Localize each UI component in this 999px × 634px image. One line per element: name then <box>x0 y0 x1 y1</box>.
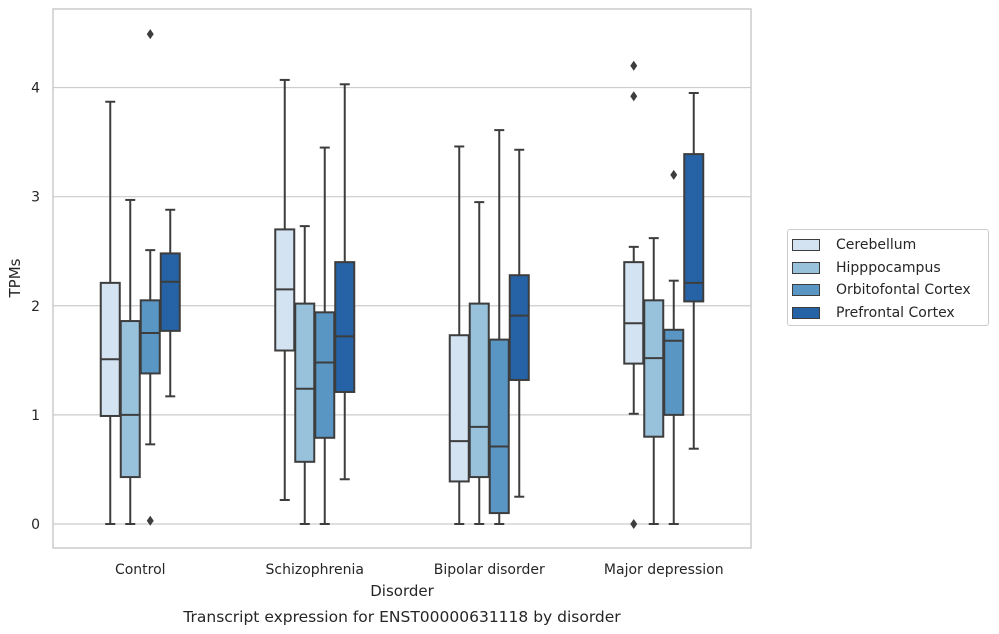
outlier-point <box>630 518 638 529</box>
legend-label: Orbitofontal Cortex <box>836 282 971 299</box>
box-iqr <box>294 302 316 463</box>
y-tick-label: 1 <box>31 408 40 424</box>
y-tick-label: 0 <box>31 517 40 533</box>
legend-swatch <box>792 239 820 252</box>
legend-label: Cerebellum <box>836 237 917 254</box>
legend-item-cerebellum: Cerebellum <box>792 234 988 257</box>
outlier-point <box>146 29 154 40</box>
box-iqr <box>683 153 705 303</box>
x-tick-label: Major depression <box>604 562 724 578</box>
legend-item-prefrontal: Prefrontal Cortex <box>792 302 988 325</box>
x-tick-labels: Control Schizophrenia Bipolar disorder Majo… <box>115 562 724 578</box>
legend: Cerebellum Hipppocampus Orbitofontal Cor… <box>787 229 989 326</box>
plot-frame <box>52 8 752 549</box>
box-iqr <box>119 320 141 479</box>
box-0-3 <box>623 60 645 529</box>
x-tick-label: Control <box>115 562 166 578</box>
box-groups <box>99 29 705 529</box>
legend-label: Prefrontal Cortex <box>836 304 955 321</box>
box-iqr <box>663 328 685 416</box>
box-2-1 <box>314 146 336 525</box>
box-0-2 <box>448 145 470 525</box>
y-tick-label: 2 <box>31 299 40 315</box>
box-iqr <box>99 281 121 417</box>
outlier-point <box>630 60 638 71</box>
box-3-0 <box>159 208 181 398</box>
box-iqr <box>139 299 161 375</box>
box-iqr <box>623 261 645 365</box>
box-iqr <box>448 334 470 483</box>
outlier-point <box>630 91 638 102</box>
box-0-1 <box>274 78 296 501</box>
box-1-2 <box>468 201 490 525</box>
box-3-3 <box>683 92 705 450</box>
legend-item-orbitofrontal: Orbitofontal Cortex <box>792 279 988 302</box>
legend-label: Hipppocampus <box>836 259 941 276</box>
y-tick-label: 3 <box>31 190 40 206</box>
legend-item-hippocampus: Hipppocampus <box>792 257 988 280</box>
legend-swatch <box>792 284 820 297</box>
outlier-point <box>146 515 154 526</box>
legend-swatch <box>792 306 820 319</box>
box-3-1 <box>334 83 356 481</box>
x-tick-label: Schizophrenia <box>266 562 364 578</box>
box-2-0 <box>139 29 161 526</box>
box-iqr <box>314 311 336 439</box>
box-1-1 <box>294 225 316 525</box>
chart-title: Transcript expression for ENST0000063111… <box>182 608 621 626</box>
box-iqr <box>159 252 181 332</box>
box-1-0 <box>119 198 141 525</box>
y-tick-label: 4 <box>31 81 40 97</box>
x-axis-label: Disorder <box>370 582 434 600</box>
box-1-3 <box>643 237 665 525</box>
legend-swatch <box>792 261 820 274</box>
x-tick-label: Bipolar disorder <box>434 562 545 578</box>
box-2-2 <box>488 129 510 525</box>
y-tick-labels: 0 1 2 3 4 <box>31 81 40 533</box>
outlier-point <box>670 169 678 180</box>
box-3-2 <box>508 148 530 498</box>
box-2-3 <box>663 169 685 525</box>
box-iqr <box>488 338 510 515</box>
box-iqr <box>334 261 356 393</box>
box-0-0 <box>99 100 121 525</box>
box-iqr <box>508 274 530 381</box>
box-iqr <box>643 299 665 438</box>
y-axis-label: TPMs <box>6 258 24 298</box>
box-iqr <box>468 302 490 479</box>
